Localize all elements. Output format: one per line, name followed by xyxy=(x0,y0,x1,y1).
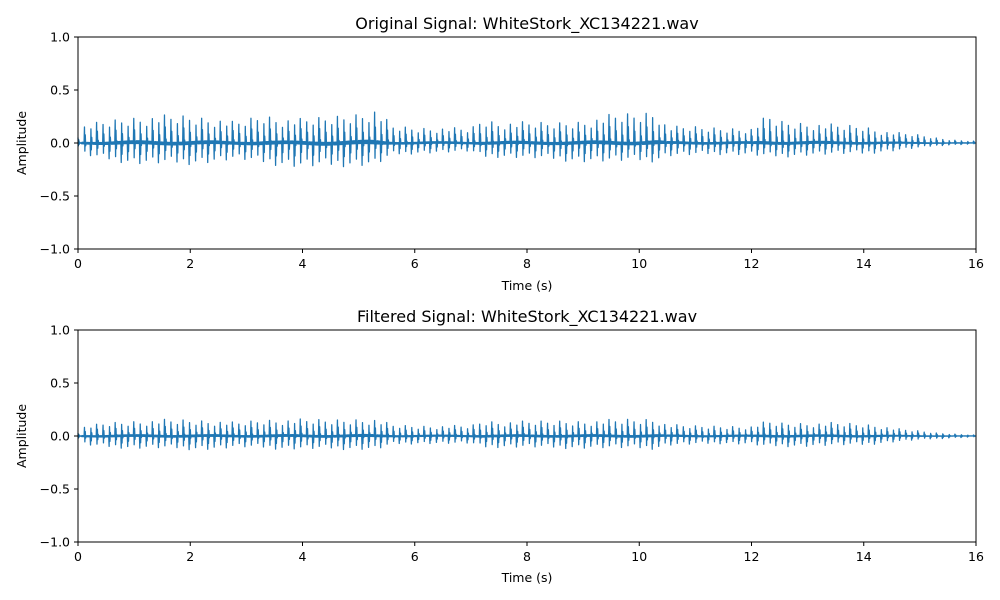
chart-title: Original Signal: WhiteStork_XC134221.wav xyxy=(355,14,698,34)
x-tick-label: 4 xyxy=(299,549,307,564)
y-tick-label: 1.0 xyxy=(50,30,70,45)
x-tick-label: 6 xyxy=(411,549,419,564)
y-tick-label: −0.5 xyxy=(40,482,70,497)
x-tick-label: 2 xyxy=(186,256,194,271)
x-tick-label: 6 xyxy=(411,256,419,271)
y-axis-label: Amplitude xyxy=(14,111,29,175)
series-layer xyxy=(77,418,977,451)
x-tick-label: 8 xyxy=(523,256,531,271)
y-tick-label: 0.0 xyxy=(50,136,70,151)
filtered-signal-subplot: Filtered Signal: WhiteStork_XC134221.wav… xyxy=(14,307,984,585)
y-tick-label: −0.5 xyxy=(40,189,70,204)
x-axis-label: Time (s) xyxy=(501,570,553,585)
y-tick-label: 0.5 xyxy=(50,83,70,98)
x-tick-label: 16 xyxy=(968,549,984,564)
x-tick-label: 0 xyxy=(74,256,82,271)
original-signal-subplot: Original Signal: WhiteStork_XC134221.wav… xyxy=(14,14,984,293)
y-tick-label: 0.0 xyxy=(50,429,70,444)
x-tick-label: 14 xyxy=(856,256,872,271)
x-axis-label: Time (s) xyxy=(501,278,553,293)
x-axis-ticks: 0 2 4 6 8 10 12 14 16 xyxy=(74,542,984,564)
x-tick-label: 2 xyxy=(186,549,194,564)
y-axis-label: Amplitude xyxy=(14,404,29,468)
x-tick-label: 8 xyxy=(523,549,531,564)
y-tick-label: 0.5 xyxy=(50,376,70,391)
x-tick-label: 10 xyxy=(631,256,647,271)
signal-line xyxy=(77,111,977,168)
x-tick-label: 4 xyxy=(299,256,307,271)
x-tick-label: 16 xyxy=(968,256,984,271)
series-layer xyxy=(77,111,977,168)
x-tick-label: 10 xyxy=(631,549,647,564)
y-axis-ticks: −1.0 −0.5 0.0 0.5 1.0 xyxy=(40,323,78,550)
chart-title: Filtered Signal: WhiteStork_XC134221.wav xyxy=(357,307,697,327)
y-axis-ticks: −1.0 −0.5 0.0 0.5 1.0 xyxy=(40,30,78,257)
x-tick-label: 14 xyxy=(856,549,872,564)
x-tick-label: 0 xyxy=(74,549,82,564)
x-tick-label: 12 xyxy=(744,256,760,271)
x-axis-ticks: 0 2 4 6 8 10 12 14 16 xyxy=(74,249,984,271)
y-tick-label: −1.0 xyxy=(40,535,70,550)
signal-line xyxy=(77,418,977,451)
y-tick-label: 1.0 xyxy=(50,323,70,338)
y-tick-label: −1.0 xyxy=(40,242,70,257)
x-tick-label: 12 xyxy=(744,549,760,564)
